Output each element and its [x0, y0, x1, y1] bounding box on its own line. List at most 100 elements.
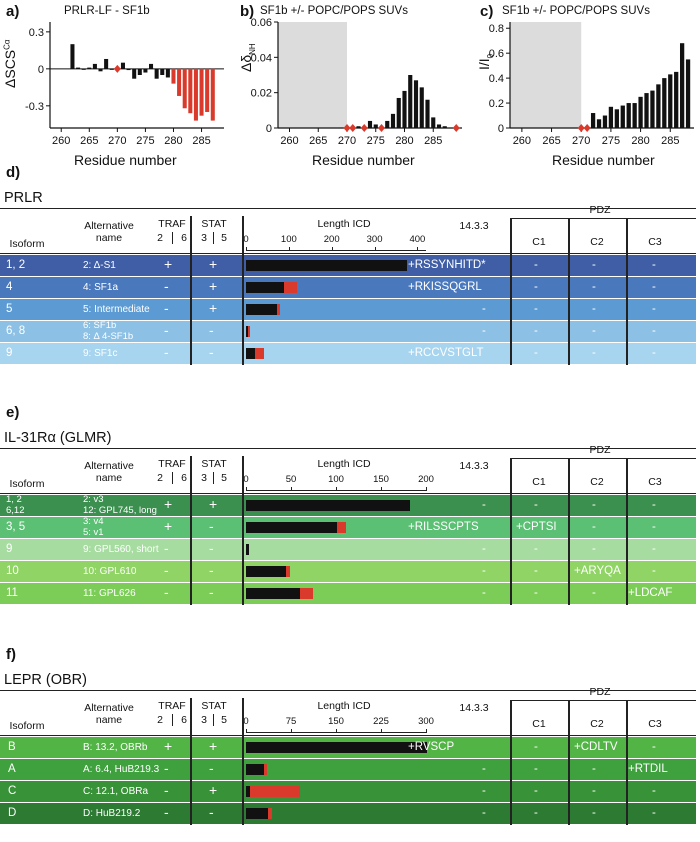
hdr-alt1: Alternative: [84, 702, 134, 714]
alt-name: 9: GPL560, short: [83, 544, 159, 555]
alt-name: C: 12.1, OBRa: [83, 786, 149, 797]
length-tick-label: 400: [409, 234, 426, 245]
bar-287: [679, 43, 685, 129]
stat-value: -: [209, 518, 214, 534]
stat-value: +: [209, 738, 218, 754]
table-row: A A: 6.4, HuB219.3- - - - - +RTDIL: [0, 759, 696, 780]
column-divider: [242, 216, 244, 365]
hdr-traf: TRAF: [158, 218, 186, 230]
isoform: 10: [6, 565, 19, 577]
section-rule: [0, 208, 696, 210]
table-row: 9 9: GPL560, short - - - - - -: [0, 539, 696, 560]
alt-name: B: 13.2, OBRb: [83, 742, 148, 753]
x-tick-label: 270: [108, 135, 126, 147]
bar-277: [385, 120, 390, 128]
length-tick-label: 100: [280, 234, 297, 245]
pdz-c2-value: -: [592, 499, 596, 511]
traf-value: +: [164, 738, 173, 754]
panel-b-xlabel: Residue number: [312, 152, 415, 168]
column-divider: [242, 456, 244, 605]
p1433-value: -: [482, 325, 486, 337]
pdz-c3-value: -: [652, 499, 656, 511]
pdz-divider: [626, 458, 628, 605]
hdr-stat-5: 5: [221, 232, 227, 244]
hdr-stat-3: 3: [201, 472, 207, 484]
pdz-divider: [626, 218, 628, 365]
pdz-c1-value: -: [534, 741, 538, 753]
hdr-traf-2: 2: [157, 714, 163, 726]
traf-value: -: [164, 782, 169, 798]
table-row: 5 5: Intermediate - + - - - -: [0, 299, 696, 320]
pdz-c2-value: -: [592, 325, 596, 337]
hdr-alt2: name: [95, 472, 123, 484]
isoform: 11: [6, 587, 18, 599]
alt-name: 9: SF1c: [83, 348, 118, 359]
x-tick-label: 260: [280, 135, 298, 147]
pdz-c3-value: -: [652, 565, 656, 577]
unassigned-marker-271: [349, 124, 357, 132]
unassigned-marker-289: [452, 124, 460, 132]
length-bar-black: [246, 544, 249, 555]
pdz-c3-value: -: [652, 543, 656, 555]
length-bar-black: [246, 522, 337, 533]
length-tick: [246, 729, 247, 733]
stat-value: +: [209, 782, 218, 798]
hdr-stat: STAT: [201, 218, 227, 230]
hdr-1433: 14.3.3: [459, 220, 489, 232]
hdr-pdz: PDZ: [589, 444, 611, 456]
panel-b-label: b): [240, 3, 255, 20]
pdz-c1-value: +CPTSI: [516, 521, 557, 533]
pdz-c2-value: -: [592, 281, 596, 293]
alt-name: 11: GPL626: [83, 588, 136, 599]
panel-a-xlabel: Residue number: [74, 152, 177, 168]
bar-277: [620, 105, 625, 128]
section-title: IL-31Rα (GLMR): [4, 430, 112, 446]
pdz-rule: [510, 218, 696, 219]
pdz-divider: [510, 700, 512, 825]
pdz-c1-value: -: [534, 281, 538, 293]
length-tick-label: 100: [328, 474, 344, 485]
hdr-1433: 14.3.3: [459, 460, 489, 472]
bar-274: [137, 68, 142, 75]
y-tick-label: 0.2: [489, 98, 504, 110]
hdr-alt2: name: [95, 714, 123, 726]
hdr-length: Length ICD: [317, 700, 371, 712]
pdz-divider: [568, 218, 570, 365]
alt-name: 3: v4 5: v1: [83, 516, 104, 538]
x-tick-label: 280: [395, 135, 413, 147]
bar-278: [626, 103, 631, 128]
hdr-stat-5: 5: [221, 472, 227, 484]
length-tick: [381, 729, 382, 733]
alt-name: 2: v3 12: GPL745, long: [83, 494, 157, 516]
pdz-c3-value: -: [652, 325, 656, 337]
x-tick-label: 275: [136, 135, 154, 147]
bar-282: [413, 80, 419, 128]
y-tick-label: 0.02: [251, 88, 272, 100]
hdr-stat: STAT: [201, 458, 227, 470]
pdz-divider: [568, 700, 570, 825]
pdz-c2-value: -: [592, 587, 596, 599]
hdr-length: Length ICD: [317, 458, 371, 470]
bar-272: [356, 126, 361, 128]
bar-285: [199, 68, 204, 116]
table-row: D D: HuB219.2 - - - - - -: [0, 803, 696, 824]
table-row: 1, 2 2: Δ-S1 + + +RSSYNHITD* - - -: [0, 255, 696, 276]
bar-284: [425, 99, 430, 128]
length-tick-label: 0: [243, 234, 249, 245]
hdr-traf: TRAF: [158, 700, 186, 712]
bar-283: [656, 84, 661, 128]
table-row: 4 4: SF1a - + +RKISSQGRL - - -: [0, 277, 696, 298]
length-bar-red: [336, 522, 346, 533]
length-bar-black: [246, 742, 428, 753]
bar-285: [668, 74, 673, 128]
pdz-c2-value: +CDLTV: [574, 741, 618, 753]
pdz-divider: [510, 218, 512, 365]
pdz-c3-value: -: [652, 347, 656, 359]
pdz-c1-value: -: [534, 347, 538, 359]
length-bar-black: [246, 566, 286, 577]
pdz-c2-value: -: [592, 543, 596, 555]
pdz-c3-value: +RTDIL: [628, 763, 668, 775]
bar-280: [171, 68, 176, 84]
p1433-value: -: [482, 587, 486, 599]
bar-280: [402, 90, 407, 128]
